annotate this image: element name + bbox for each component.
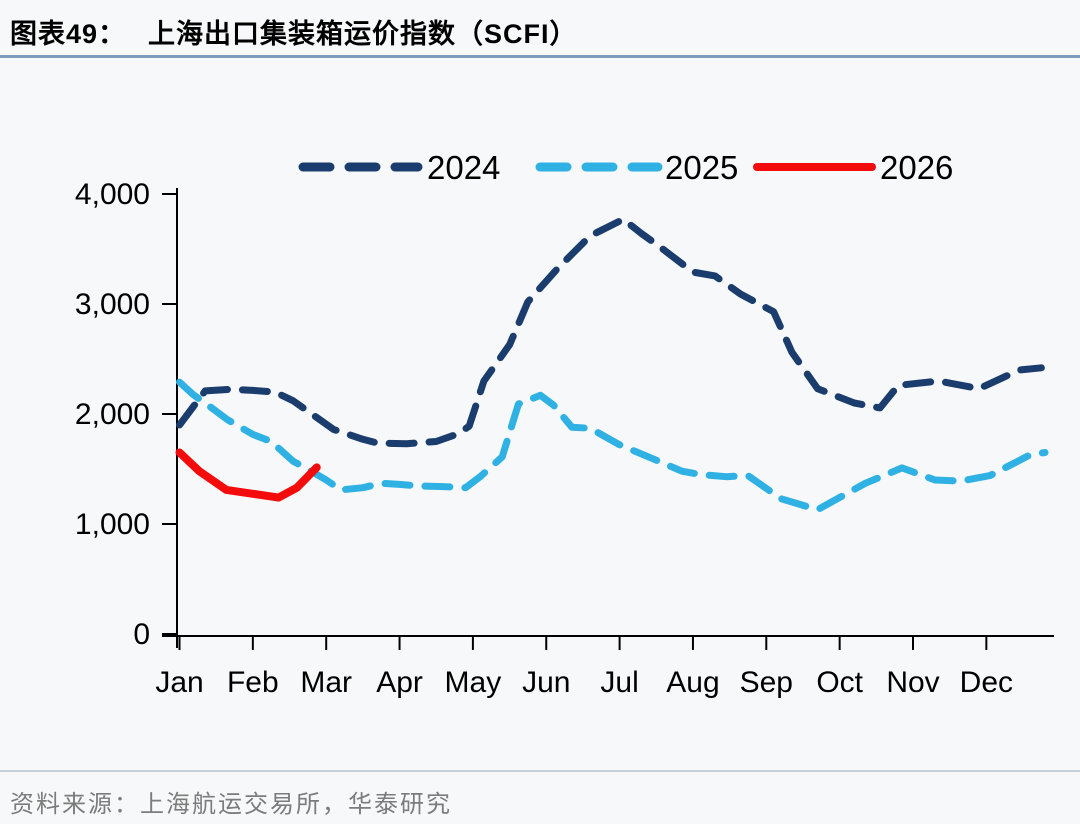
y-axis-tick-label: 3,000 [75, 288, 150, 321]
series-line-2026 [175, 448, 321, 502]
figure-number-label: 图表49： [10, 19, 127, 49]
x-axis-month-label: Jan [155, 666, 203, 699]
legend-label-2026: 2026 [880, 149, 953, 186]
y-axis-tick-label: 2,000 [75, 398, 150, 431]
x-axis-month-label: Mar [300, 666, 352, 699]
x-axis-month-label: Apr [376, 666, 423, 699]
x-axis-month-label: May [445, 666, 502, 699]
x-axis-month-label: Jun [522, 666, 570, 699]
title-divider-rule [0, 55, 1080, 58]
legend-label-2024: 2024 [427, 149, 500, 186]
y-axis-tick-label: 1,000 [75, 508, 150, 541]
legend-label-2025: 2025 [665, 149, 738, 186]
footer-divider-rule [0, 770, 1080, 772]
y-axis-tick-label: 0 [133, 618, 150, 651]
x-axis-month-label: Nov [886, 666, 939, 699]
x-axis-month-label: Feb [227, 666, 279, 699]
x-axis-month-label: Jul [600, 666, 638, 699]
x-axis-month-label: Aug [666, 666, 719, 699]
x-axis-month-label: Oct [816, 666, 863, 699]
y-axis-tick-label: 4,000 [75, 178, 150, 211]
source-note: 资料来源：上海航运交易所，华泰研究 [10, 792, 452, 818]
chart-title-row: 图表49： 上海出口集装箱运价指数（SCFI） [10, 12, 1070, 51]
x-axis-month-label: Sep [740, 666, 793, 699]
page-title: 上海出口集装箱运价指数（SCFI） [148, 19, 578, 49]
scfi-line-chart: 0 1,000 2,000 3,000 4,000 Jan Feb Mar Apr May Jun J… [75, 149, 1054, 699]
series-line-2025 [176, 378, 1049, 514]
series-line-2024 [176, 215, 1045, 448]
x-axis-month-label: Dec [960, 666, 1013, 699]
